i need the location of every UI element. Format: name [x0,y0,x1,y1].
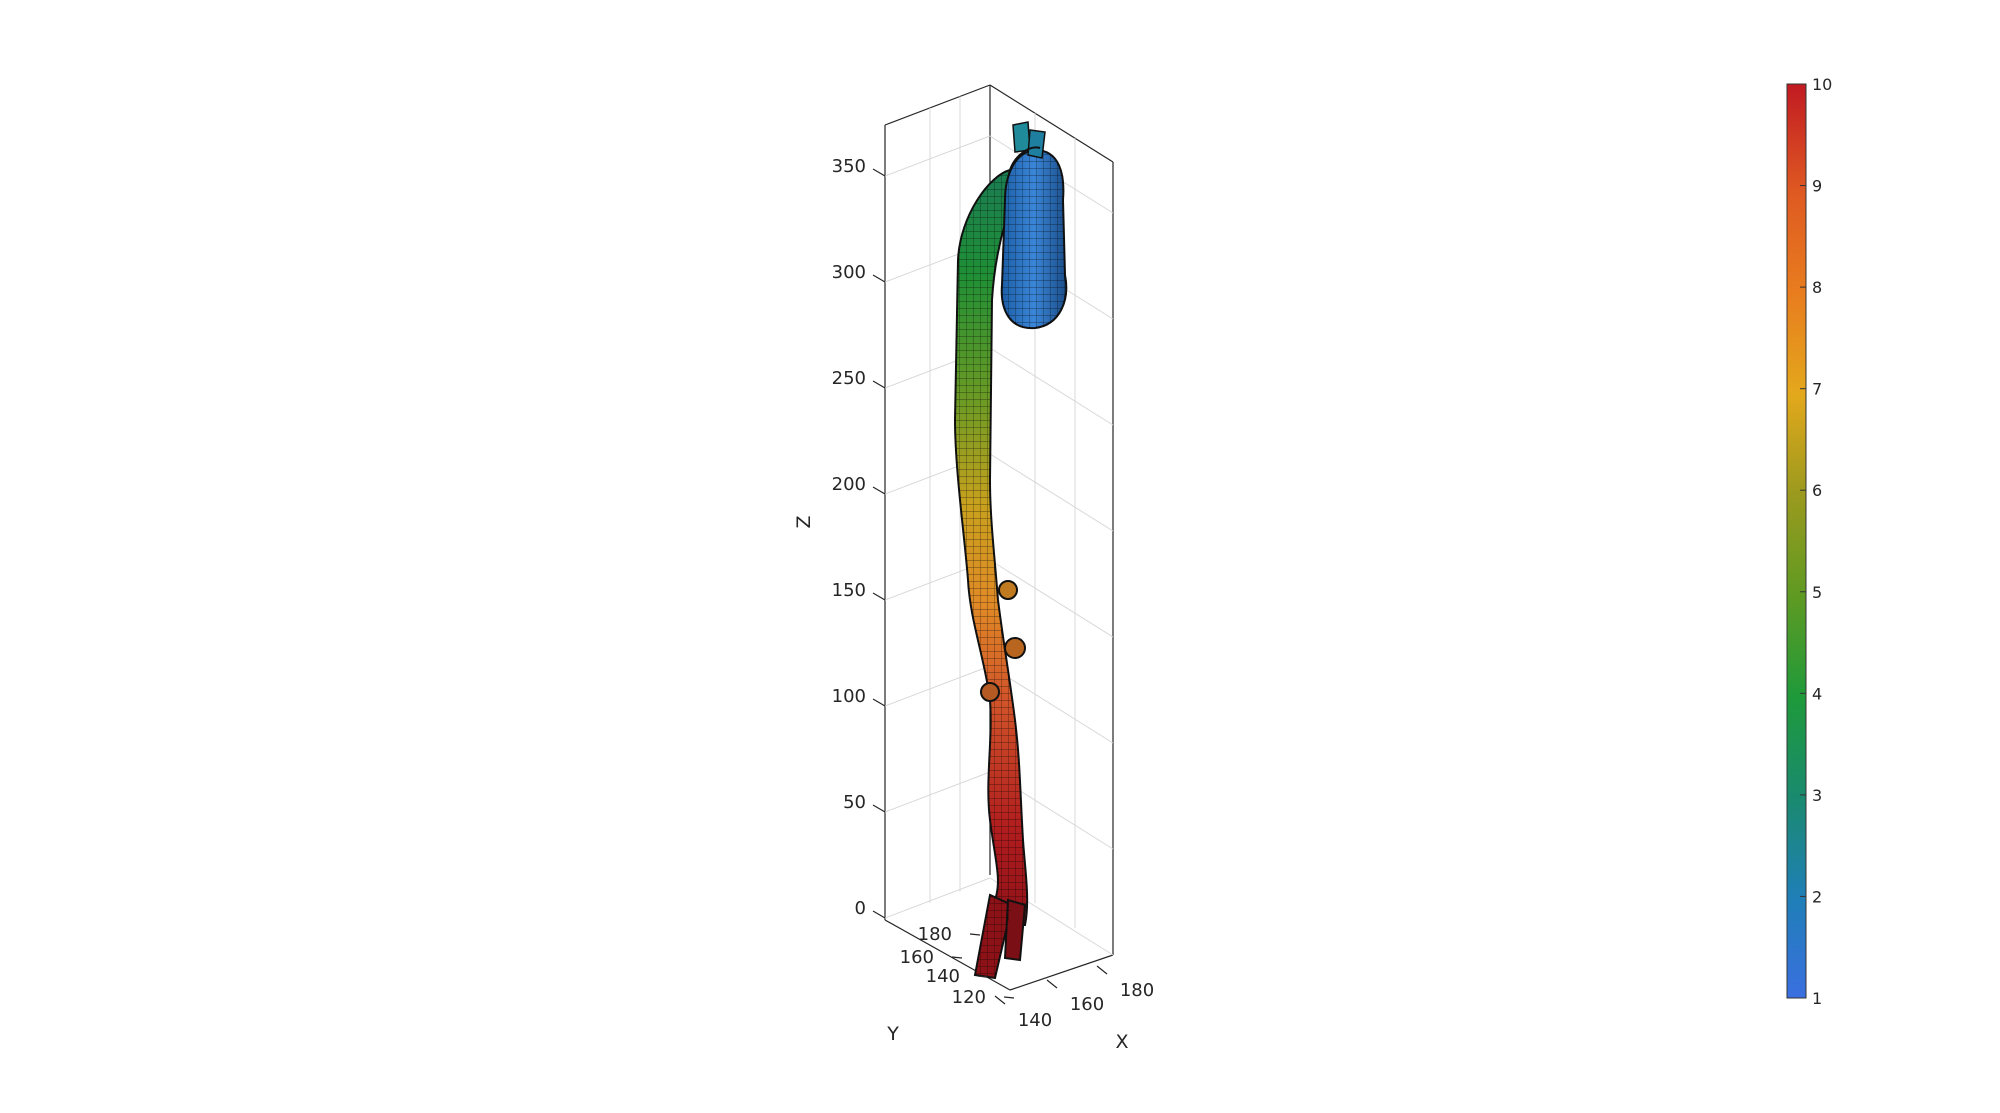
z-tick-mark [872,698,886,707]
z-tick-label: 150 [832,580,866,601]
z-grid-line [989,665,1114,744]
colorbar-tick-label: 4 [1812,684,1822,703]
z-grid-line [884,771,991,813]
z-axis-ticks: 0 50 100 150 200 250 300 350 [832,156,886,919]
x-tick-label: 180 [1120,980,1154,1001]
y-tick-mark [951,956,963,959]
x-tick-mark [1046,979,1058,989]
z-tick-label: 100 [832,686,866,707]
colorbar-tick-label: 10 [1812,75,1832,94]
z-tick-label: 350 [832,156,866,177]
z-tick-mark [872,804,886,813]
x-tick-label: 160 [1070,994,1104,1015]
z-grid-line [989,453,1114,532]
z-tick-label: 300 [832,262,866,283]
y-tick-label: 160 [900,947,934,968]
z-grid-line [884,877,991,919]
z-tick-mark [872,592,886,601]
colorbar-tick-label: 9 [1812,177,1822,196]
x-tick-mark [1096,965,1108,975]
y-tick-mark [969,933,981,936]
x-tick-label: 140 [1018,1010,1052,1031]
z-tick-label: 50 [843,792,866,813]
y-axis-label: Y [886,1023,899,1045]
z-tick-mark [872,910,886,919]
aorta-surface [953,121,1068,980]
z-tick-label: 0 [855,898,866,919]
z-tick-label: 250 [832,368,866,389]
colorbar: 1 2 3 4 5 6 7 8 9 10 [1786,75,1832,1008]
x-tick-mark [994,995,1006,1005]
colorbar-tick-label: 7 [1812,380,1822,399]
x-axis-label: X [1115,1031,1128,1053]
y-tick-label: 180 [918,924,952,945]
z-tick-mark [872,168,886,177]
x-axis-ticks: 140 160 180 [994,965,1154,1031]
z-tick-mark [872,380,886,389]
z-axis-label: Z [793,515,815,528]
z-tick-mark [872,486,886,495]
z-tick-label: 200 [832,474,866,495]
y-tick-label: 120 [952,987,986,1008]
z-grid-line [989,347,1114,426]
z-grid-line [884,135,991,177]
y-tick-mark [977,975,989,978]
colorbar-tick-label: 1 [1812,989,1822,1008]
z-grid-line [989,559,1114,638]
z-grid-line [884,665,991,707]
z-tick-mark [872,274,886,283]
y-tick-label: 140 [926,966,960,987]
y-tick-mark [1003,996,1015,999]
colorbar-tick-label: 3 [1812,786,1822,805]
colorbar-gradient [1786,83,1807,999]
colorbar-tick-label: 5 [1812,583,1822,602]
colorbar-tick-label: 2 [1812,887,1822,906]
colorbar-tick-label: 8 [1812,278,1822,297]
colorbar-tick-label: 6 [1812,481,1822,500]
